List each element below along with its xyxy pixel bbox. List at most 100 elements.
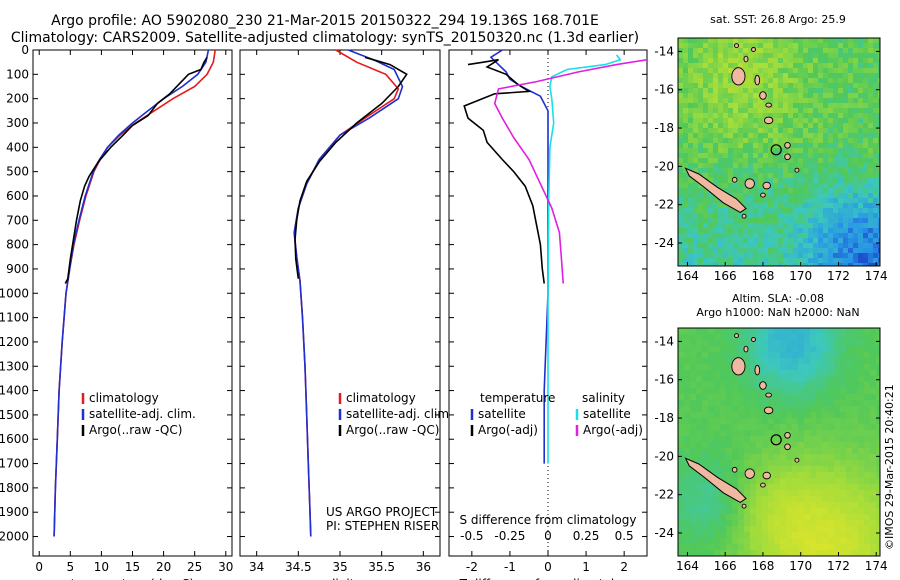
map-cell bbox=[818, 83, 824, 89]
map-cell bbox=[792, 466, 799, 473]
map-cell bbox=[808, 68, 814, 74]
map-cell bbox=[816, 418, 823, 425]
map-cell bbox=[688, 183, 694, 189]
map-cell bbox=[728, 173, 734, 179]
map-cell bbox=[813, 208, 819, 214]
map-cell bbox=[693, 138, 699, 144]
map-cell bbox=[678, 502, 685, 509]
map-cell bbox=[868, 208, 874, 214]
map-cell bbox=[718, 228, 724, 234]
map-cell bbox=[744, 538, 751, 545]
map-cell bbox=[756, 388, 763, 395]
map-cell bbox=[828, 48, 834, 54]
map-cell bbox=[758, 158, 764, 164]
y-tick-label: -16 bbox=[654, 83, 674, 97]
map-cell bbox=[723, 63, 729, 69]
x-tick-label: 164 bbox=[676, 269, 699, 283]
legend-label: Argo(-adj) bbox=[478, 423, 538, 437]
map-cell bbox=[788, 48, 794, 54]
map-cell bbox=[788, 223, 794, 229]
map-cell bbox=[816, 448, 823, 455]
map-cell bbox=[822, 508, 829, 515]
island-shape bbox=[760, 192, 766, 198]
map-cell bbox=[792, 472, 799, 479]
map-cell bbox=[732, 418, 739, 425]
map-cell bbox=[743, 208, 749, 214]
map-cell bbox=[846, 346, 853, 353]
map-cell bbox=[738, 538, 745, 545]
map-cell bbox=[678, 58, 684, 64]
map-cell bbox=[783, 163, 789, 169]
map-cell bbox=[678, 43, 684, 49]
map-cell bbox=[810, 478, 817, 485]
map-cell bbox=[702, 376, 709, 383]
map-cell bbox=[778, 263, 784, 267]
map-cell bbox=[723, 153, 729, 159]
map-cell bbox=[780, 340, 787, 347]
map-cell bbox=[793, 253, 799, 259]
map-cell bbox=[758, 238, 764, 244]
x-tick-label: 168 bbox=[752, 559, 775, 573]
y-tick-label: 1300 bbox=[0, 359, 29, 373]
map-cell bbox=[846, 424, 853, 431]
map-cell bbox=[726, 520, 733, 527]
map-cell bbox=[798, 63, 804, 69]
map-cell bbox=[798, 163, 804, 169]
map-cell bbox=[748, 53, 754, 59]
map-cell bbox=[810, 412, 817, 419]
map-cell bbox=[738, 376, 745, 383]
map-cell bbox=[858, 168, 864, 174]
map-cell bbox=[684, 418, 691, 425]
map-cell bbox=[833, 178, 839, 184]
map-cell bbox=[768, 448, 775, 455]
map-cell bbox=[793, 208, 799, 214]
map-cell bbox=[738, 484, 745, 491]
map-cell bbox=[738, 108, 744, 114]
map-cell bbox=[763, 153, 769, 159]
island-shape bbox=[762, 181, 771, 190]
map-cell bbox=[804, 418, 811, 425]
map-cell bbox=[703, 43, 709, 49]
map-cell bbox=[810, 550, 817, 557]
map-cell bbox=[868, 93, 874, 99]
map-cell bbox=[843, 263, 849, 267]
map-cell bbox=[852, 448, 859, 455]
map-cell bbox=[753, 103, 759, 109]
map-cell bbox=[838, 238, 844, 244]
map-cell bbox=[852, 442, 859, 449]
map-cell bbox=[684, 436, 691, 443]
map-cell bbox=[738, 253, 744, 259]
map-cell bbox=[683, 153, 689, 159]
map-cell bbox=[773, 173, 779, 179]
x-tick-label: 2 bbox=[620, 560, 628, 574]
map-cell bbox=[813, 223, 819, 229]
map-cell bbox=[698, 208, 704, 214]
map-cell bbox=[708, 484, 715, 491]
map-cell bbox=[778, 68, 784, 74]
map-cell bbox=[873, 233, 879, 239]
map-cell bbox=[708, 436, 715, 443]
map-cell bbox=[678, 466, 685, 473]
map-cell bbox=[763, 83, 769, 89]
map-cell bbox=[828, 346, 835, 353]
map-cell bbox=[792, 328, 799, 335]
map-cell bbox=[768, 188, 774, 194]
map-cell bbox=[878, 43, 881, 49]
map-cell bbox=[696, 436, 703, 443]
map-cell bbox=[708, 466, 715, 473]
map-cell bbox=[763, 138, 769, 144]
map-cell bbox=[678, 496, 685, 503]
map-cell bbox=[868, 123, 874, 129]
map-cell bbox=[748, 193, 754, 199]
map-cell bbox=[753, 263, 759, 267]
map-cell bbox=[703, 203, 709, 209]
map-cell bbox=[688, 198, 694, 204]
map-cell bbox=[780, 490, 787, 497]
map-cell bbox=[783, 93, 789, 99]
map-cell bbox=[768, 68, 774, 74]
y-tick-label: -14 bbox=[654, 44, 674, 58]
series-line bbox=[547, 54, 622, 464]
map-cell bbox=[778, 193, 784, 199]
map-cell bbox=[753, 108, 759, 114]
